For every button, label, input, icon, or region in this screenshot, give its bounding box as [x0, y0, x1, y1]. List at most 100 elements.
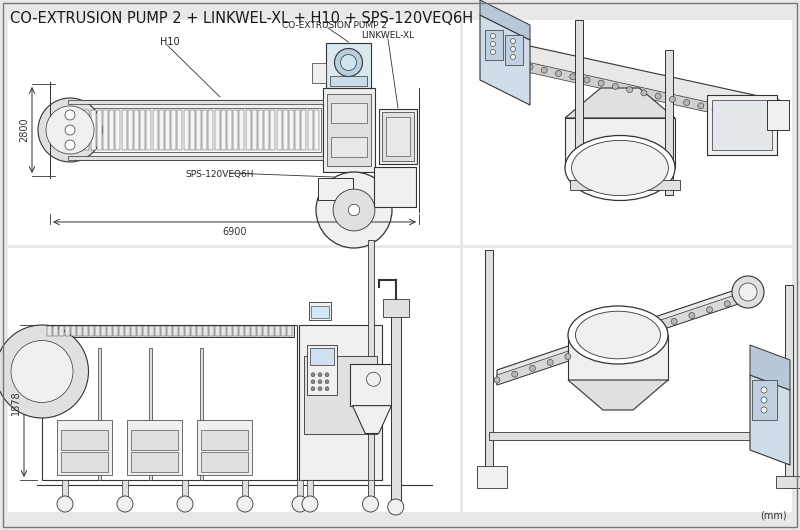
Circle shape [0, 325, 89, 418]
Circle shape [530, 365, 535, 372]
Bar [350, 364, 394, 405]
Circle shape [527, 64, 533, 70]
Bar [53, 326, 58, 336]
Circle shape [732, 276, 764, 308]
Bar [485, 250, 493, 480]
Bar [269, 326, 274, 336]
Bar [505, 35, 523, 65]
Polygon shape [525, 45, 777, 125]
Bar [382, 299, 409, 317]
Bar [251, 326, 255, 336]
Bar [386, 117, 410, 156]
Circle shape [761, 407, 767, 413]
Bar [158, 110, 164, 150]
Circle shape [641, 90, 647, 96]
Bar [252, 110, 257, 150]
Bar [68, 100, 323, 104]
Circle shape [318, 387, 322, 391]
Bar [374, 167, 416, 207]
Bar [173, 326, 178, 336]
Circle shape [490, 49, 495, 55]
Bar [98, 348, 101, 480]
Circle shape [726, 109, 732, 116]
Bar [297, 480, 303, 500]
Circle shape [618, 336, 624, 342]
Bar [65, 326, 70, 336]
Bar [71, 326, 75, 336]
Bar [184, 110, 189, 150]
Bar [367, 240, 374, 500]
Circle shape [512, 371, 518, 377]
Circle shape [311, 380, 315, 384]
Circle shape [565, 354, 571, 359]
Circle shape [348, 204, 360, 216]
Polygon shape [353, 405, 391, 434]
Bar [463, 20, 792, 245]
Bar [143, 326, 147, 336]
Circle shape [739, 283, 757, 301]
Bar [382, 112, 414, 161]
Bar [57, 420, 112, 475]
Bar [179, 326, 183, 336]
Bar [257, 326, 262, 336]
Bar [101, 326, 106, 336]
Bar [165, 110, 170, 150]
Bar [214, 110, 219, 150]
Text: (mm): (mm) [760, 510, 787, 520]
Circle shape [570, 74, 576, 79]
Bar [196, 110, 201, 150]
Bar [178, 110, 182, 150]
Circle shape [724, 301, 730, 307]
Bar [77, 326, 82, 336]
Bar [712, 100, 772, 150]
Bar [264, 110, 270, 150]
Bar [233, 326, 238, 336]
Circle shape [626, 86, 633, 93]
Bar [277, 110, 282, 150]
Circle shape [177, 496, 193, 512]
Bar [95, 326, 99, 336]
Bar [477, 468, 501, 480]
Bar [109, 110, 114, 150]
Bar [153, 110, 158, 150]
Bar [137, 326, 142, 336]
Bar [208, 110, 214, 150]
Bar [776, 476, 800, 488]
Bar [201, 430, 248, 450]
Bar [326, 43, 371, 88]
Bar [331, 103, 367, 123]
Ellipse shape [571, 140, 669, 196]
Circle shape [670, 96, 675, 102]
Bar [258, 110, 263, 150]
Bar [221, 110, 226, 150]
Circle shape [689, 313, 695, 319]
Bar [72, 110, 77, 150]
Bar [227, 326, 231, 336]
Bar [463, 248, 792, 512]
Circle shape [388, 499, 404, 515]
Bar [146, 110, 151, 150]
Text: 6900: 6900 [222, 227, 246, 237]
Bar [107, 326, 111, 336]
Polygon shape [480, 15, 530, 105]
Bar [246, 110, 250, 150]
Circle shape [325, 380, 329, 384]
Bar [149, 326, 154, 336]
Text: CO-EXTRUSION PUMP 2 + LINKWEL-XL + H10 + SPS-120VEQ6H: CO-EXTRUSION PUMP 2 + LINKWEL-XL + H10 +… [10, 11, 473, 26]
Polygon shape [497, 285, 750, 385]
Bar [245, 326, 250, 336]
Circle shape [316, 172, 392, 248]
Circle shape [655, 93, 661, 99]
Bar [68, 156, 323, 160]
Bar [8, 20, 460, 245]
Circle shape [65, 140, 75, 150]
Bar [312, 63, 326, 83]
Bar [227, 110, 232, 150]
Circle shape [362, 496, 378, 512]
Polygon shape [565, 118, 675, 168]
Text: CO-EXTRUSION PUMP 2: CO-EXTRUSION PUMP 2 [282, 21, 387, 30]
Bar [197, 420, 252, 475]
Bar [203, 326, 207, 336]
Bar [128, 110, 133, 150]
Bar [122, 110, 126, 150]
